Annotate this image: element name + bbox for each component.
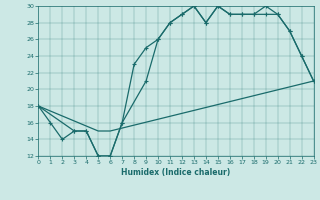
X-axis label: Humidex (Indice chaleur): Humidex (Indice chaleur) <box>121 168 231 177</box>
